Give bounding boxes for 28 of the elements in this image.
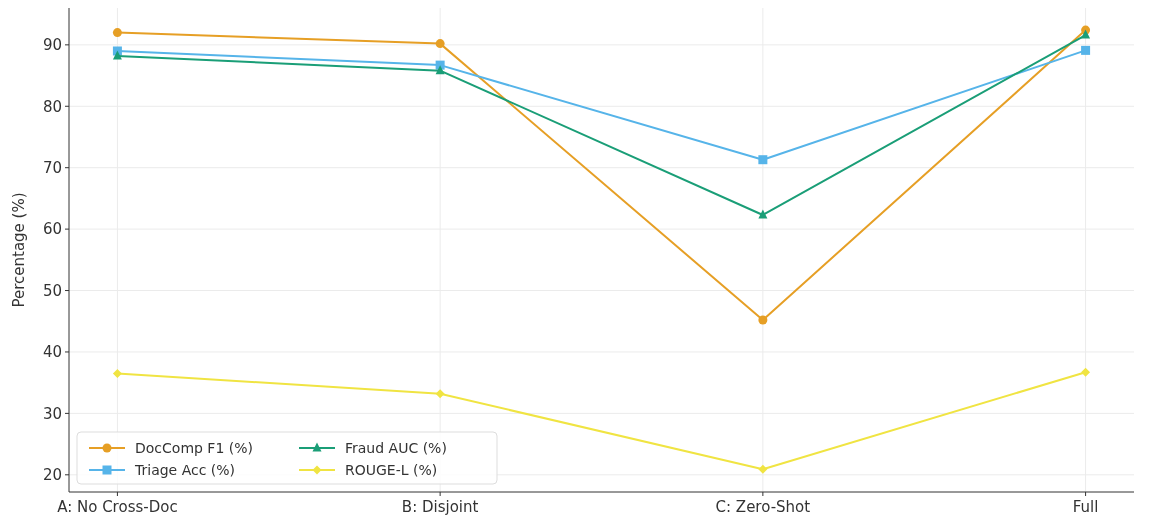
x-tick-label: A: No Cross-Doc [57,498,178,516]
point [758,315,768,325]
point [435,389,445,399]
legend-label: DocComp F1 (%) [135,439,253,456]
point [112,28,122,38]
legend-label: Triage Acc (%) [134,461,236,478]
x-tick-label: B: Disjoint [401,498,479,516]
point [435,39,445,49]
y-tick-label: 60 [42,220,62,239]
legend-label: ROUGE-L (%) [345,461,438,478]
x-tick-label: Full [1072,498,1099,516]
y-tick-label: 70 [42,158,62,177]
point [1081,367,1091,377]
point [435,65,445,75]
y-tick-label: 20 [42,466,62,485]
y-tick-label: 90 [42,36,62,55]
point [112,368,122,378]
point [1081,45,1091,55]
y-tick-label: 50 [42,281,62,300]
x-tick-label: C: Zero-Shot [715,498,811,516]
point [758,155,768,165]
y-tick-label: 30 [42,404,62,423]
y-axis-title: Percentage (%) [10,192,28,308]
point [758,464,768,474]
legend-label: Fraud AUC (%) [345,439,447,456]
point [1081,29,1091,39]
y-tick-label: 80 [42,97,62,116]
y-tick-label: 40 [42,343,62,362]
